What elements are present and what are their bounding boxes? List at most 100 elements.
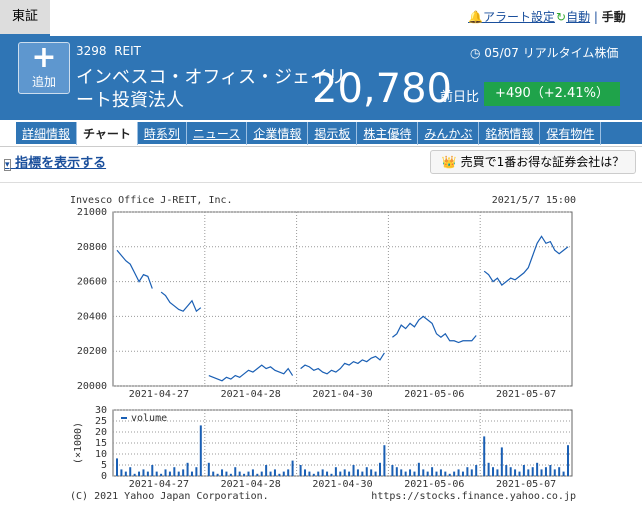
tab[interactable]: チャート xyxy=(77,122,138,145)
name-line: インベスコ・オフィス・ジェイリ xyxy=(76,67,346,88)
volume-bar xyxy=(190,471,193,476)
x-tick-label: 2021-04-28 xyxy=(221,479,281,490)
volume-bar xyxy=(536,462,539,476)
volume-bar xyxy=(448,473,451,476)
volume-bar xyxy=(299,465,302,476)
divider xyxy=(0,146,642,147)
price-line xyxy=(208,364,294,382)
volume-bar xyxy=(120,469,123,476)
code-line: 3298 REIT xyxy=(76,44,141,58)
url: https://stocks.finance.yahoo.co.jp xyxy=(371,491,576,502)
tab[interactable]: 保有物件 xyxy=(540,122,602,145)
volume-bar xyxy=(304,469,307,476)
x-tick-label: 2021-04-30 xyxy=(312,389,372,400)
volume-bar xyxy=(457,469,460,476)
price-line xyxy=(116,249,153,289)
volume-bar xyxy=(352,465,355,476)
volume-bar xyxy=(164,469,167,476)
volume-bar xyxy=(527,469,530,476)
volume-bar xyxy=(265,465,268,476)
x-tick-label: 2021-05-07 xyxy=(496,389,556,400)
volume-bar xyxy=(308,471,311,476)
volume-bar xyxy=(413,471,416,476)
tab[interactable]: みんかぶ xyxy=(418,122,480,145)
volume-bar xyxy=(466,467,469,476)
volume-bar xyxy=(116,458,118,476)
volume-bar xyxy=(426,471,429,476)
y-tick-label: 5 xyxy=(101,460,107,471)
volume-bar xyxy=(243,473,246,476)
volume-bar xyxy=(558,467,561,476)
volume-bar xyxy=(142,469,145,476)
volume-bar xyxy=(124,471,127,476)
volume-bar xyxy=(269,471,272,476)
volume-bar xyxy=(531,467,534,476)
y-tick-label: 10 xyxy=(95,449,107,460)
volume-bar xyxy=(444,471,447,476)
volume-bar xyxy=(431,467,434,476)
y-axis-label: (×1000) xyxy=(73,422,84,464)
volume-bar xyxy=(256,473,259,476)
volume-bar xyxy=(553,469,556,476)
tab-bar: 詳細情報 チャート 時系列 ニュース 企業情報 掲示板 株主優待 みんかぶ 銘柄情報 保有物件 xyxy=(16,122,642,145)
volume-bar xyxy=(453,471,456,476)
y-tick-label: 20200 xyxy=(77,346,107,357)
volume-bar xyxy=(395,467,398,476)
tab[interactable]: 企業情報 xyxy=(247,122,309,145)
tab[interactable]: 時系列 xyxy=(138,122,187,145)
volume-bar xyxy=(133,473,136,476)
volume-bar xyxy=(177,471,180,476)
volume-bar xyxy=(549,465,552,476)
volume-bar xyxy=(500,447,503,476)
volume-bar xyxy=(273,469,276,476)
volume-bar xyxy=(475,465,478,476)
volume-bar xyxy=(334,467,337,476)
x-tick-label: 2021-04-28 xyxy=(221,389,281,400)
volume-bar xyxy=(330,473,333,476)
volume-bar xyxy=(435,471,438,476)
market-tab[interactable]: 東証 xyxy=(0,0,50,36)
volume-bar xyxy=(260,471,263,476)
volume-bar xyxy=(238,471,241,476)
y-tick-label: 20400 xyxy=(77,311,107,322)
tab[interactable]: ニュース xyxy=(187,122,248,145)
volume-bar xyxy=(216,473,219,476)
volume-bar xyxy=(567,445,569,476)
volume-bar xyxy=(348,471,351,476)
volume-bar xyxy=(370,469,373,476)
volume-bar xyxy=(378,462,381,476)
indicators[interactable]: ▾ 指標を表示する xyxy=(4,156,107,171)
tab[interactable]: 掲示板 xyxy=(308,122,358,145)
promo-text: 売買で1番お得な証券会社は？ xyxy=(460,155,625,169)
volume-bar xyxy=(374,471,377,476)
plot-frame xyxy=(112,211,573,387)
volume-bar xyxy=(234,467,237,476)
x-tick-label: 2021-05-06 xyxy=(404,389,464,400)
tab[interactable]: 詳細情報 xyxy=(16,122,78,145)
manual: 手動 xyxy=(601,10,626,24)
y-tick-label: 30 xyxy=(95,405,107,416)
volume-bar xyxy=(514,469,517,476)
volume-bar xyxy=(168,471,171,476)
volume-bar xyxy=(487,462,490,476)
volume-bar xyxy=(356,469,359,476)
tab[interactable]: 銘柄情報 xyxy=(479,122,541,145)
promo[interactable]: 👑 売買で1番お得な証券会社は？ xyxy=(430,150,636,174)
name: インベスコ・オフィス・ジェイリ ート投資法人 xyxy=(76,66,346,112)
time-text: 05/07 リアルタイム株価 xyxy=(484,46,619,60)
volume-bar xyxy=(470,469,473,476)
volume-bar xyxy=(225,471,228,476)
refresh[interactable]: ↻自動 | 手動 xyxy=(556,10,626,24)
volume-bar xyxy=(391,465,394,476)
copyright: (C) 2021 Yahoo Japan Corporation. xyxy=(70,491,269,502)
tab[interactable]: 株主優待 xyxy=(357,122,419,145)
add-button[interactable]: + 追加 xyxy=(18,42,70,94)
volume-bar xyxy=(212,471,215,476)
volume-bar xyxy=(146,471,149,476)
volume-bar xyxy=(518,471,521,476)
x-tick-label: 2021-04-30 xyxy=(312,479,372,490)
alert-link[interactable]: 🔔アラート設定 xyxy=(468,10,555,24)
volume-bar xyxy=(540,469,543,476)
